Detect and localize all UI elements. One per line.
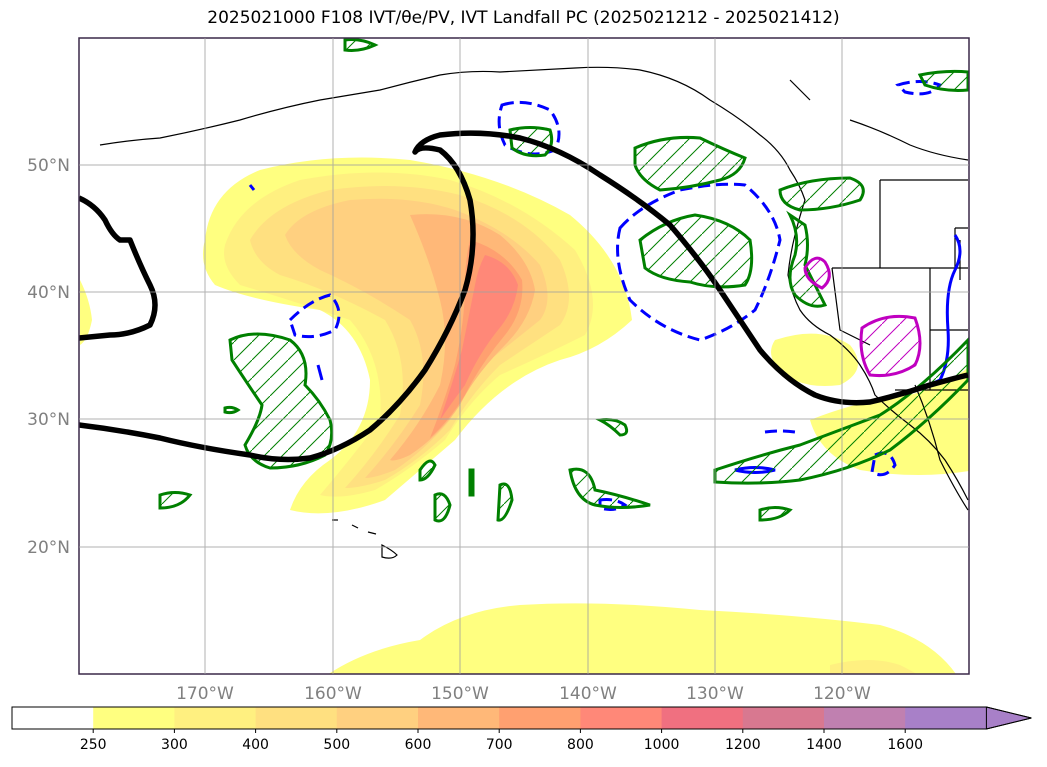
- lon-label: 160°W: [304, 684, 362, 704]
- colorbar-tick-label: 700: [486, 737, 513, 753]
- lon-label: 170°W: [176, 684, 234, 704]
- lat-label: 40°N: [27, 283, 70, 303]
- colorbar-swatch: [580, 707, 663, 729]
- hawaii: [332, 519, 398, 559]
- colorbar-tick-label: 500: [323, 737, 350, 753]
- colorbar-tick-label: 1600: [887, 737, 923, 753]
- pv-high-magenta: [803, 256, 922, 377]
- colorbar-swatch: [824, 707, 906, 729]
- lat-label: 30°N: [27, 410, 70, 430]
- lat-label: 50°N: [27, 156, 70, 176]
- colorbar-swatch: [499, 707, 581, 729]
- colorbar-swatch: [255, 707, 338, 729]
- lon-label: 130°W: [686, 684, 744, 704]
- map-border: [78, 37, 970, 675]
- colorbar-tick-label: 600: [405, 737, 432, 753]
- colorbar-extend-arrow: [985, 706, 1032, 730]
- colorbar-tick-label: 400: [242, 737, 269, 753]
- map-title: 2025021000 F108 IVT/θe/PV, IVT Landfall …: [207, 8, 840, 28]
- colorbar-swatch: [418, 707, 500, 729]
- lon-label: 120°W: [813, 684, 871, 704]
- colorbar-outline: [11, 706, 1032, 730]
- latitude-labels: 50°N 40°N 30°N 20°N: [27, 156, 70, 558]
- lon-label: 140°W: [559, 684, 617, 704]
- lon-label: 150°W: [431, 684, 489, 704]
- theta-e-contours: [79, 130, 969, 463]
- colorbar-tick-label: 1400: [806, 737, 842, 753]
- pv-positive-hatched: [158, 38, 969, 523]
- colorbar-swatch: [742, 707, 825, 729]
- colorbar-tick-label: 300: [161, 737, 188, 753]
- colorbar-swatch: [336, 707, 419, 729]
- gridlines: [79, 38, 969, 674]
- colorbar-tick-label: 250: [80, 737, 107, 753]
- colorbar-swatch: [661, 707, 744, 729]
- colorbar: 250 300 400 500 600 700 800 1000 1200 1400 1600: [11, 706, 1032, 753]
- colorbar-swatch: [93, 707, 175, 729]
- longitude-labels: 170°W 160°W 150°W 140°W 130°W 120°W: [176, 684, 871, 704]
- colorbar-tick-label: 800: [567, 737, 594, 753]
- lat-label: 20°N: [27, 538, 70, 558]
- colorbar-swatch: [905, 707, 987, 729]
- colorbar-tick-label: 1200: [725, 737, 761, 753]
- colorbar-tick-label: 1000: [644, 737, 680, 753]
- colorbar-swatch: [12, 707, 94, 729]
- colorbar-swatch: [174, 707, 257, 729]
